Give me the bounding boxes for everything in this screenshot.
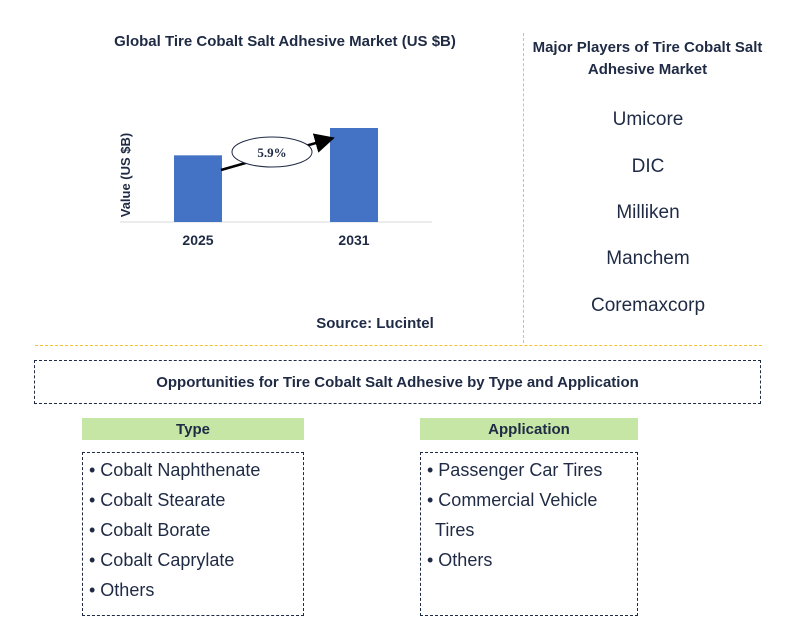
application-list: • Passenger Car Tires • Commercial Vehic… [420, 452, 638, 616]
bars-group [174, 128, 378, 222]
bar-2031 [330, 128, 378, 222]
players-title: Major Players of Tire Cobalt Salt Adhesi… [532, 39, 763, 78]
type-item: • Cobalt Caprylate [89, 550, 235, 570]
x-tick-label-2031: 2031 [338, 232, 369, 248]
player-umicore: Umicore [612, 109, 684, 130]
type-item: • Others [89, 580, 155, 600]
player-manchem: Manchem [606, 248, 690, 269]
player-milliken: Milliken [616, 202, 680, 223]
application-item: • Commercial Vehicle [427, 490, 598, 510]
vertical-divider [523, 33, 524, 343]
type-header: Type [82, 418, 304, 440]
cagr-label: 5.9% [257, 145, 286, 160]
player-dic: DIC [631, 156, 665, 177]
horizontal-divider [35, 345, 762, 346]
application-item: • Passenger Car Tires [427, 460, 603, 480]
bar-chart: Value (US $B) 2025 2031 5.9% [118, 128, 432, 248]
cagr-bubble [231, 136, 313, 168]
x-tick-label-2025: 2025 [182, 232, 213, 248]
type-item: • Cobalt Borate [89, 520, 211, 540]
player-coremaxcorp: Coremaxcorp [590, 295, 706, 316]
x-tick-labels: 2025 2031 [182, 232, 369, 248]
application-header: Application [420, 418, 638, 440]
opportunities-title: Opportunities for Tire Cobalt Salt Adhes… [34, 360, 761, 404]
type-item: • Cobalt Stearate [89, 490, 226, 510]
chart-title: Global Tire Cobalt Salt Adhesive Market … [114, 33, 456, 50]
y-axis-label: Value (US $B) [118, 133, 133, 218]
source-label: Source: Lucintel [316, 315, 434, 332]
application-item: • Others [427, 550, 493, 570]
application-item: Tires [435, 520, 475, 540]
bar-2025 [174, 155, 222, 222]
type-list: • Cobalt Naphthenate • Cobalt Stearate •… [82, 452, 304, 616]
type-item: • Cobalt Naphthenate [89, 460, 261, 480]
